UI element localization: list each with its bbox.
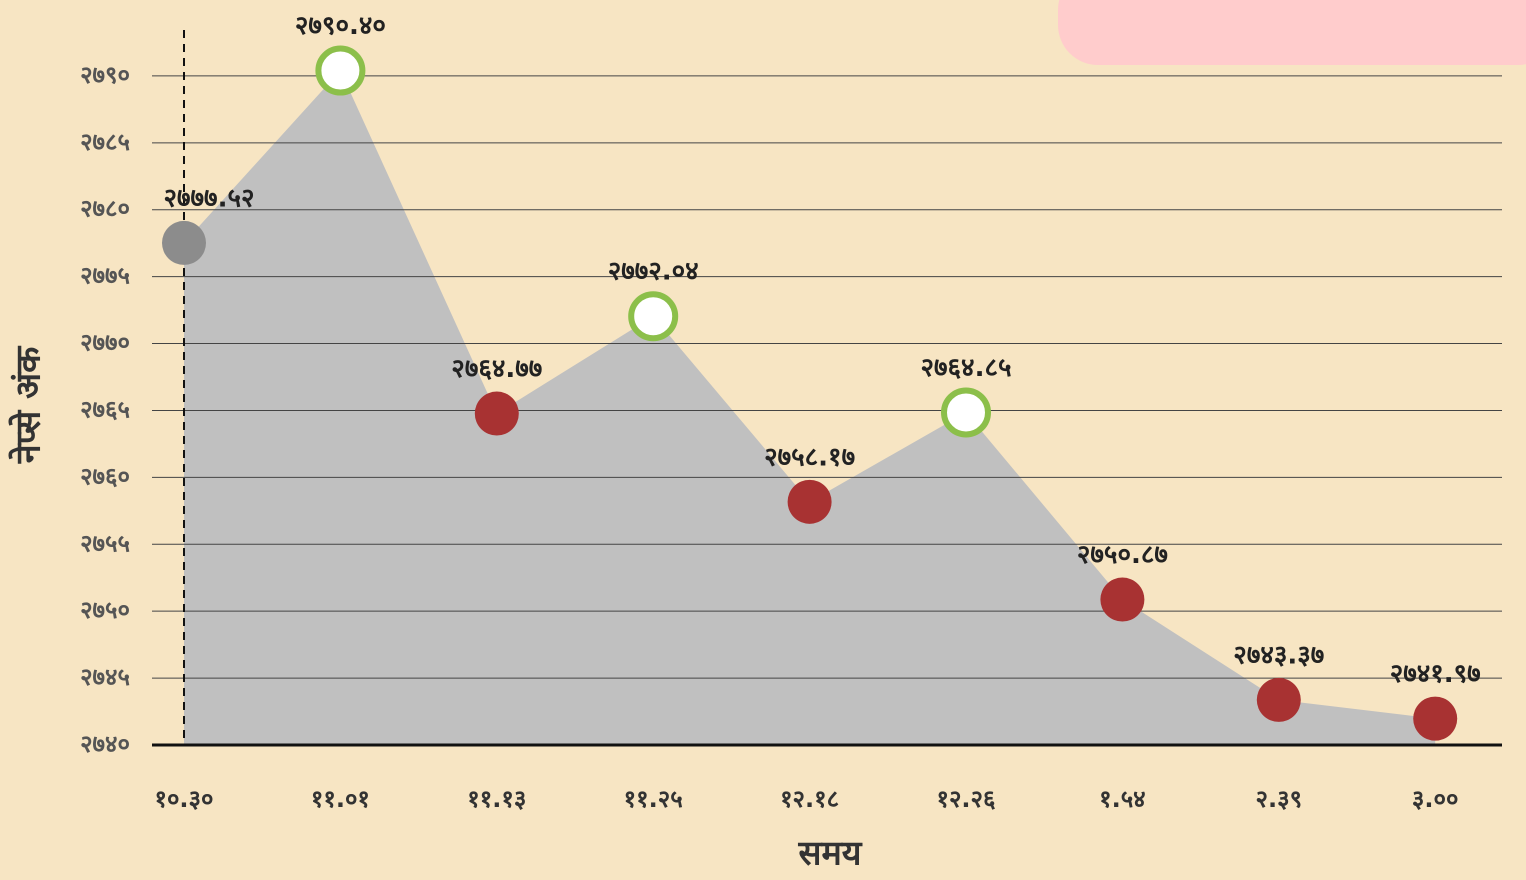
y-tick-label: २७८५ bbox=[80, 128, 130, 156]
y-tick-label: २७५५ bbox=[80, 529, 130, 557]
x-tick-label: १.५४ bbox=[1099, 785, 1146, 813]
x-tick-label: ११.१३ bbox=[467, 785, 526, 813]
y-tick-label: २७६० bbox=[80, 462, 130, 490]
decor-blob bbox=[1058, 0, 1526, 65]
value-label: २७४३.३७ bbox=[1233, 640, 1324, 670]
x-tick-label: ३.०० bbox=[1412, 785, 1459, 813]
y-tick-label: २७७० bbox=[80, 329, 130, 357]
y-tick-label: २७६५ bbox=[80, 395, 130, 423]
value-label: २७७२.०४ bbox=[608, 257, 699, 287]
point bbox=[474, 391, 519, 436]
value-label: २७६४.८५ bbox=[921, 353, 1012, 383]
x-tick-label: ११.२५ bbox=[624, 785, 683, 813]
y-tick-label: २७४५ bbox=[80, 663, 130, 691]
area bbox=[184, 70, 1436, 745]
x-axis-label: समय bbox=[797, 834, 862, 874]
x-tick-label: ११.०१ bbox=[311, 785, 370, 813]
value-label: २७४१.९७ bbox=[1390, 659, 1481, 689]
value-label: २७९०.४० bbox=[295, 11, 386, 41]
value-label: २७५०.८७ bbox=[1077, 540, 1168, 570]
x-tick-label: २.३९ bbox=[1256, 785, 1303, 813]
y-tick-label: २७५० bbox=[80, 596, 130, 624]
point bbox=[1413, 696, 1458, 741]
point bbox=[1100, 577, 1145, 622]
point bbox=[1256, 677, 1301, 722]
x-tick-label: १०.३० bbox=[154, 785, 213, 813]
y-axis-label: नेप्से अंक bbox=[8, 345, 49, 464]
point bbox=[628, 291, 679, 342]
y-tick-label: २७४० bbox=[80, 730, 130, 758]
value-label: २७७७.५२ bbox=[164, 183, 255, 213]
x-tick-label: १२.१८ bbox=[780, 785, 839, 813]
y-tick-label: २७७५ bbox=[80, 262, 130, 290]
value-label: २७५८.१७ bbox=[764, 442, 855, 472]
value-label: २७६४.७७ bbox=[451, 354, 542, 384]
point bbox=[787, 479, 832, 524]
point bbox=[315, 45, 366, 96]
point bbox=[941, 387, 991, 438]
y-tick-label: २७९० bbox=[80, 61, 130, 89]
point bbox=[162, 220, 206, 265]
y-tick-label: २७८० bbox=[80, 195, 130, 223]
x-tick-label: १२.२६ bbox=[936, 785, 995, 813]
